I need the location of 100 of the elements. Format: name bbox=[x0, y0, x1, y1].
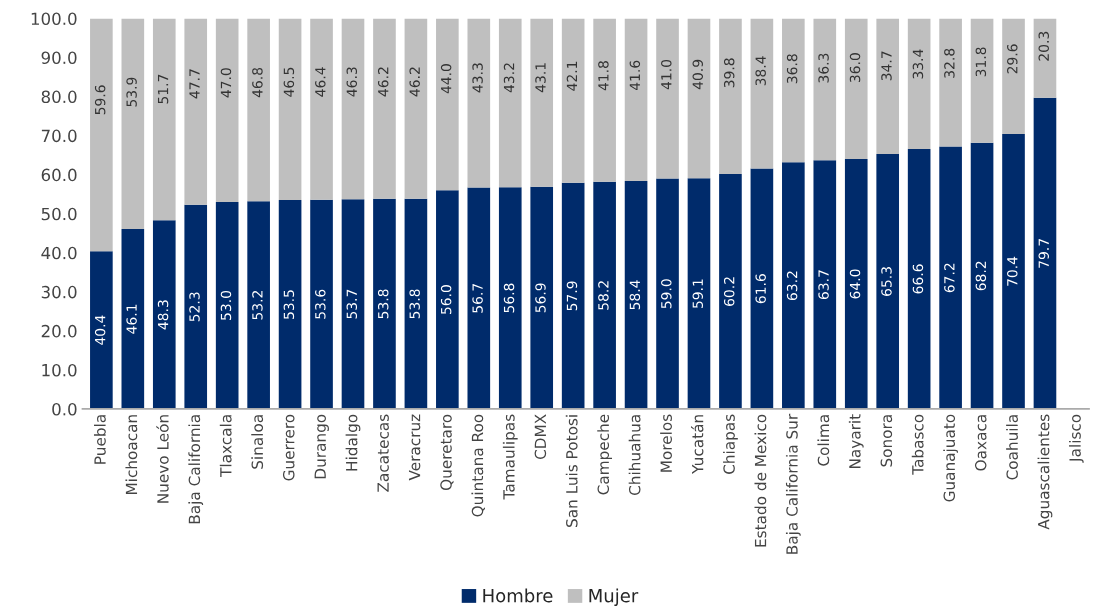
data-label: 40.4 bbox=[94, 315, 106, 345]
y-tick-label: 90.0 bbox=[41, 51, 77, 65]
bar bbox=[278, 18, 302, 201]
data-label: 56.0 bbox=[440, 285, 452, 315]
bar bbox=[152, 18, 176, 221]
y-tick-label: 30.0 bbox=[41, 285, 77, 299]
data-label: 46.1 bbox=[126, 304, 137, 334]
x-tick-label: Chiapas bbox=[723, 414, 738, 474]
data-label: 39.8 bbox=[723, 58, 735, 88]
bar bbox=[813, 18, 837, 161]
data-label: 68.2 bbox=[975, 261, 987, 291]
bar bbox=[467, 18, 491, 188]
y-tick-label: 80.0 bbox=[41, 90, 77, 104]
x-tick-label: Guerrero bbox=[282, 414, 295, 481]
data-label: 51.7 bbox=[157, 74, 169, 104]
x-tick-label: San Luis Potosi bbox=[565, 415, 578, 527]
x-tick-label: Jalisco bbox=[1069, 414, 1084, 463]
bar bbox=[593, 181, 616, 409]
bar bbox=[247, 18, 270, 202]
bar bbox=[876, 153, 900, 409]
bar bbox=[939, 18, 962, 147]
x-tick-label: Coahuila bbox=[1006, 415, 1018, 480]
bar bbox=[90, 18, 113, 252]
data-label: 67.2 bbox=[944, 263, 955, 293]
bar bbox=[278, 200, 302, 409]
y-tick-label: 70.0 bbox=[41, 129, 77, 143]
data-label: 63.7 bbox=[818, 270, 829, 300]
bar bbox=[310, 18, 333, 200]
bar bbox=[184, 204, 208, 409]
data-label: 56.7 bbox=[472, 283, 483, 313]
data-label: 57.9 bbox=[566, 281, 578, 311]
data-label: 53.0 bbox=[220, 290, 232, 320]
bar bbox=[341, 199, 365, 409]
data-label: 20.3 bbox=[1038, 31, 1049, 61]
x-tick-label: Chihuahua bbox=[628, 415, 641, 496]
bar bbox=[844, 159, 868, 409]
y-tick-label: 20.0 bbox=[41, 324, 77, 338]
data-label: 40.9 bbox=[692, 59, 704, 90]
x-tick-label: Sinaloa bbox=[251, 415, 264, 469]
bar bbox=[215, 18, 239, 202]
data-label: 53.8 bbox=[377, 289, 389, 319]
bar bbox=[593, 18, 616, 182]
bar bbox=[844, 18, 868, 160]
data-label: 46.2 bbox=[409, 67, 420, 97]
bar bbox=[467, 187, 491, 409]
data-label: 53.7 bbox=[346, 289, 358, 319]
data-label: 58.4 bbox=[629, 280, 641, 310]
bar bbox=[1033, 97, 1057, 409]
y-tick-label: 60.0 bbox=[41, 168, 77, 182]
bar bbox=[687, 18, 711, 179]
data-label: 46.4 bbox=[315, 67, 326, 97]
bar bbox=[782, 18, 805, 163]
data-label: 43.1 bbox=[535, 63, 546, 93]
data-label: 65.3 bbox=[881, 267, 892, 296]
bar bbox=[404, 198, 428, 409]
data-label: 42.1 bbox=[566, 61, 577, 91]
bar bbox=[530, 18, 554, 187]
bar bbox=[184, 18, 208, 205]
data-label: 36.3 bbox=[818, 53, 829, 83]
bar bbox=[404, 18, 428, 199]
x-tick-label: Zacatecas bbox=[377, 414, 389, 492]
x-tick-label: Baja California bbox=[188, 415, 204, 524]
data-label: 53.9 bbox=[126, 77, 137, 107]
bar bbox=[719, 18, 742, 174]
bar bbox=[687, 178, 711, 409]
data-label: 46.2 bbox=[377, 67, 389, 97]
bar bbox=[1002, 18, 1025, 135]
bar bbox=[656, 178, 679, 409]
data-label: 48.3 bbox=[157, 300, 169, 330]
x-tick-label: Aguascalientes bbox=[1037, 414, 1053, 530]
data-label: 53.6 bbox=[315, 289, 326, 319]
bar bbox=[530, 186, 554, 409]
data-label: 29.6 bbox=[1007, 44, 1018, 74]
x-tick-label: Tamaulipas bbox=[502, 414, 518, 500]
x-tick-label: Morelos bbox=[660, 414, 672, 472]
bar bbox=[121, 18, 145, 229]
data-label: 66.6 bbox=[912, 264, 924, 294]
bar bbox=[121, 228, 145, 409]
data-label: 38.4 bbox=[755, 56, 766, 86]
data-label: 58.2 bbox=[598, 281, 609, 310]
bar bbox=[215, 202, 239, 409]
data-label: 36.8 bbox=[786, 54, 798, 84]
x-tick-label: Yucatán bbox=[690, 415, 704, 474]
data-label: 46.8 bbox=[252, 67, 263, 98]
bar bbox=[624, 18, 648, 181]
data-label: 47.0 bbox=[220, 68, 232, 98]
bar bbox=[498, 187, 522, 409]
data-label: 63.2 bbox=[786, 271, 798, 301]
data-label: 41.8 bbox=[598, 61, 609, 91]
x-tick-label: Puebla bbox=[93, 415, 106, 464]
x-tick-label: CDMX bbox=[534, 414, 547, 460]
y-tick-label: 40.0 bbox=[41, 246, 77, 260]
x-tick-label: Hidalgo bbox=[345, 414, 361, 471]
x-tick-label: Guanajuato bbox=[943, 414, 958, 502]
data-label: 34.7 bbox=[881, 51, 892, 81]
x-tick-label: Baja California Sur bbox=[785, 413, 801, 554]
x-tick-label: Oaxaca bbox=[974, 415, 987, 471]
bar bbox=[90, 251, 113, 409]
bar bbox=[813, 160, 837, 409]
data-label: 59.6 bbox=[94, 85, 106, 115]
